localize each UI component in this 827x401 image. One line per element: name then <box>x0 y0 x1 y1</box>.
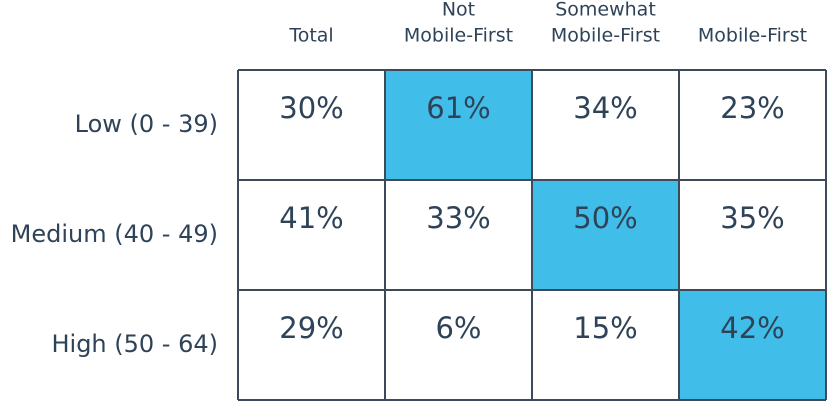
cell-value: 41% <box>279 201 343 235</box>
cell-value: 50% <box>573 201 637 235</box>
row-label: Low (0 - 39) <box>75 110 218 138</box>
cell-value: 34% <box>573 91 637 125</box>
cell-value: 6% <box>435 311 481 345</box>
cell-value: 33% <box>426 201 490 235</box>
cell-value: 30% <box>279 91 343 125</box>
row-label: High (50 - 64) <box>51 330 218 358</box>
column-header: Total <box>288 25 333 47</box>
cell-value: 35% <box>720 201 784 235</box>
cell-value: 23% <box>720 91 784 125</box>
highlight-cell <box>532 180 679 290</box>
column-header: Mobile-First <box>404 25 513 47</box>
cell-value: 42% <box>720 311 784 345</box>
cell-value: 61% <box>426 91 490 125</box>
cell-value: 15% <box>573 311 637 345</box>
cell-value: 29% <box>279 311 343 345</box>
highlight-cell <box>679 290 826 400</box>
column-header: Not <box>442 0 475 21</box>
row-label: Medium (40 - 49) <box>11 220 218 248</box>
column-header: Somewhat <box>555 0 656 21</box>
column-header: Mobile-First <box>698 25 807 47</box>
column-header: Mobile-First <box>551 25 660 47</box>
highlight-cell <box>385 70 532 180</box>
